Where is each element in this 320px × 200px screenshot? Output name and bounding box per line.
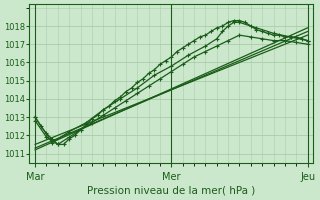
X-axis label: Pression niveau de la mer( hPa ): Pression niveau de la mer( hPa ) bbox=[87, 186, 255, 196]
